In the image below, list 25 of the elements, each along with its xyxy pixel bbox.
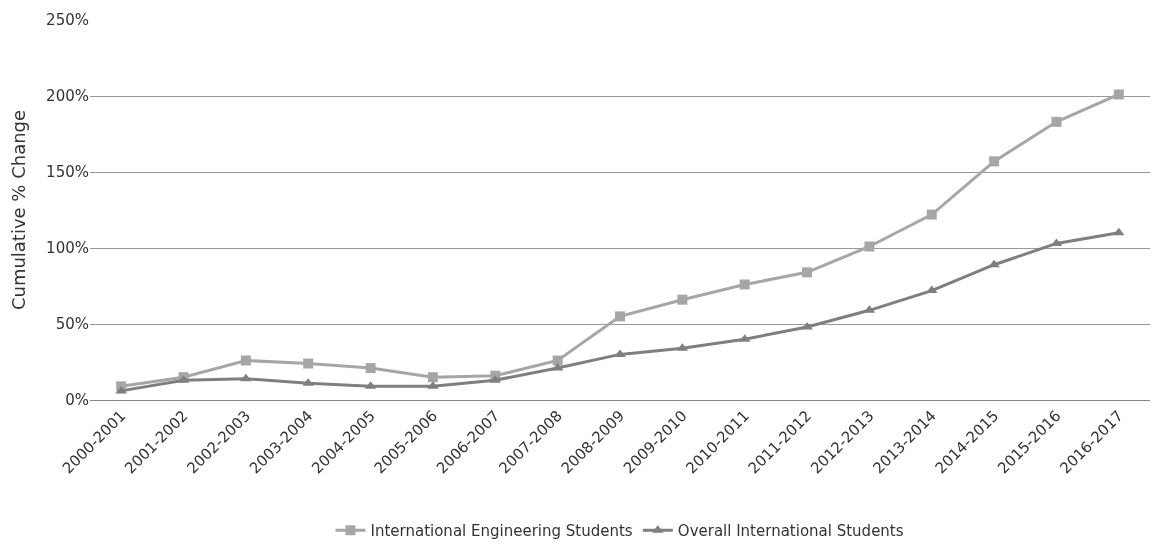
y-tick-label: 150% — [46, 163, 89, 182]
point — [802, 267, 813, 278]
y-axis-title: Cumulative % Change — [8, 109, 30, 311]
point — [864, 241, 875, 252]
y-tick-label: 50% — [55, 315, 89, 334]
y-tick-label: 0% — [65, 391, 89, 410]
point — [240, 355, 251, 366]
point — [303, 358, 314, 369]
point — [365, 363, 376, 374]
legend-label: International Engineering Students — [370, 522, 633, 541]
point — [615, 311, 625, 322]
y-tick-label: 200% — [46, 87, 89, 106]
point — [1051, 116, 1062, 127]
y-tick-label: 100% — [46, 239, 89, 258]
point — [1113, 227, 1125, 236]
point — [1113, 89, 1124, 100]
point — [739, 279, 750, 290]
point — [427, 372, 438, 383]
point — [552, 355, 563, 366]
point — [926, 209, 937, 220]
legend-label: Overall International Students — [677, 522, 904, 541]
point — [989, 156, 1000, 167]
y-tick-label: 250% — [46, 11, 89, 30]
point — [240, 373, 252, 382]
point — [677, 294, 688, 305]
